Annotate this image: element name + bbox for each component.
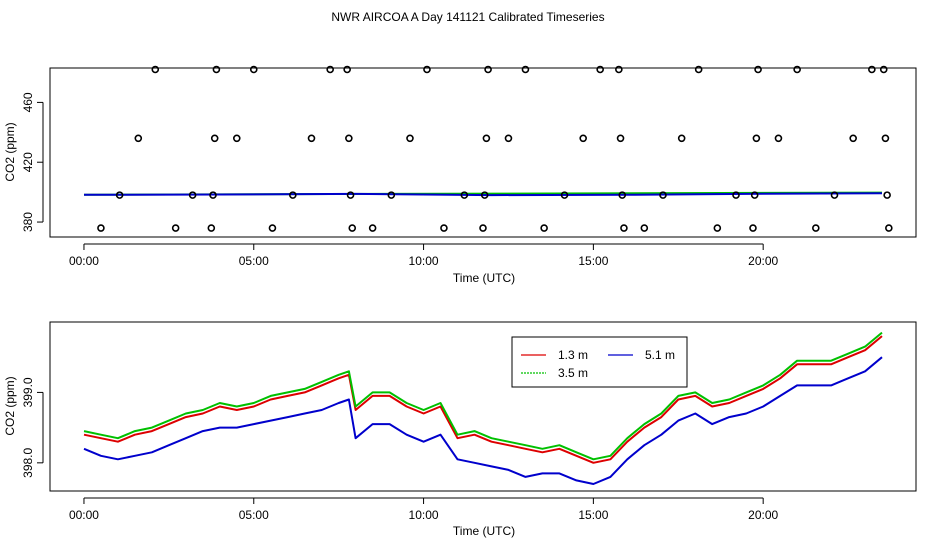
legend-label-5-1m: 5.1 m bbox=[645, 348, 675, 362]
outlier-point bbox=[212, 65, 221, 74]
outlier-point bbox=[774, 134, 783, 143]
plot-frame-bottom bbox=[49, 321, 917, 492]
outlier-point bbox=[750, 191, 759, 199]
outlier-point bbox=[540, 224, 548, 232]
outlier-point bbox=[326, 65, 334, 74]
outlier-point bbox=[883, 191, 891, 199]
outlier-point bbox=[484, 65, 492, 74]
outlier-point bbox=[879, 65, 888, 74]
x-tick-label-bottom: 10:00 bbox=[409, 508, 439, 522]
outlier-point bbox=[480, 191, 489, 199]
outlier-point bbox=[752, 134, 761, 143]
outlier-point bbox=[596, 65, 604, 74]
outlier-point bbox=[868, 65, 876, 74]
outlier-point bbox=[346, 191, 355, 199]
y-tick-label-top: 460 bbox=[21, 92, 35, 112]
outlier-point bbox=[615, 65, 623, 74]
outlier-point bbox=[210, 134, 219, 143]
legend-label-3-5m: 3.5 m bbox=[558, 366, 588, 380]
ylabel-top: CO2 (ppm) bbox=[3, 122, 17, 181]
outlier-point bbox=[616, 134, 625, 143]
outlier-point bbox=[268, 224, 277, 232]
outlier-point bbox=[754, 65, 762, 74]
outlier-point bbox=[368, 224, 377, 232]
y-tick-label-bottom: 399.0 bbox=[21, 377, 35, 407]
chart-panel-bottom: 00:00 05:00 10:00 15:00 20:00 398.0 399.0 CO2 … bbox=[3, 321, 917, 538]
outlier-point bbox=[713, 224, 722, 232]
outlier-point bbox=[793, 65, 801, 74]
y-tick-label-top: 420 bbox=[21, 152, 35, 172]
outlier-point bbox=[209, 191, 217, 199]
outlier-point bbox=[749, 224, 757, 232]
x-tick-label-top: 15:00 bbox=[578, 254, 608, 268]
ylabel-bottom: CO2 (ppm) bbox=[3, 376, 17, 435]
outlier-point bbox=[640, 224, 649, 232]
outlier-point bbox=[171, 224, 180, 232]
outlier-point bbox=[521, 65, 530, 74]
outlier-point bbox=[830, 191, 839, 199]
outlier-point bbox=[151, 65, 160, 74]
outlier-point bbox=[694, 65, 703, 74]
outlier-point bbox=[659, 191, 667, 199]
y-tick-label-bottom: 398.0 bbox=[21, 447, 35, 477]
series-line-5-1-m-bottom bbox=[83, 356, 883, 485]
outlier-point bbox=[849, 134, 857, 143]
outlier-point bbox=[406, 134, 414, 143]
outlier-point bbox=[560, 191, 569, 199]
outlier-point bbox=[343, 65, 351, 74]
legend-label-1-3m: 1.3 m bbox=[558, 348, 588, 362]
series-line-1-3-m-bottom bbox=[83, 335, 883, 464]
outlier-point bbox=[618, 191, 627, 199]
outlier-point bbox=[812, 224, 820, 232]
chart-panel-top: 00:00 05:00 10:00 15:00 20:00 380 420 460 CO2 (… bbox=[3, 65, 917, 285]
outlier-point bbox=[289, 191, 297, 199]
outlier-point bbox=[307, 134, 316, 143]
y-tick-label-top: 380 bbox=[21, 212, 35, 232]
outlier-point bbox=[732, 191, 740, 199]
outlier-point bbox=[249, 65, 258, 74]
x-tick-label-top: 05:00 bbox=[239, 254, 269, 268]
outlier-point bbox=[482, 134, 491, 143]
outlier-point bbox=[440, 224, 448, 232]
legend-box bbox=[511, 336, 688, 388]
outlier-point bbox=[134, 134, 143, 143]
outlier-point bbox=[620, 224, 628, 232]
series-line-3-5-m-bottom bbox=[83, 331, 883, 461]
outlier-point bbox=[479, 224, 487, 232]
outlier-point bbox=[97, 224, 105, 232]
x-tick-label-top: 10:00 bbox=[409, 254, 439, 268]
outlier-point bbox=[232, 134, 241, 143]
outlier-point bbox=[423, 65, 431, 74]
x-tick-label-bottom: 20:00 bbox=[748, 508, 778, 522]
x-tick-label-top: 20:00 bbox=[748, 254, 778, 268]
legend: 1.3 m 5.1 m 3.5 m bbox=[511, 336, 688, 388]
outlier-point bbox=[207, 224, 216, 232]
x-tick-label-bottom: 15:00 bbox=[578, 508, 608, 522]
x-tick-label-top: 00:00 bbox=[69, 254, 99, 268]
outlier-point bbox=[460, 191, 469, 199]
x-tick-label-bottom: 05:00 bbox=[239, 508, 269, 522]
xlabel-bottom: Time (UTC) bbox=[453, 524, 515, 538]
series-line-5-1-m-top bbox=[83, 192, 883, 197]
outlier-point bbox=[387, 191, 396, 199]
outlier-point bbox=[348, 224, 357, 232]
outlier-point bbox=[504, 134, 513, 143]
outlier-point bbox=[885, 224, 893, 232]
outlier-point bbox=[188, 191, 197, 199]
outlier-point bbox=[881, 134, 890, 143]
outlier-point bbox=[345, 134, 353, 143]
figure-title: NWR AIRCOA A Day 141121 Calibrated Times… bbox=[331, 10, 604, 24]
plot-frame-top bbox=[49, 67, 917, 238]
outlier-point bbox=[677, 134, 686, 143]
x-tick-label-bottom: 00:00 bbox=[69, 508, 99, 522]
outlier-point bbox=[115, 191, 124, 199]
xlabel-top: Time (UTC) bbox=[453, 271, 515, 285]
outlier-point bbox=[579, 134, 587, 143]
